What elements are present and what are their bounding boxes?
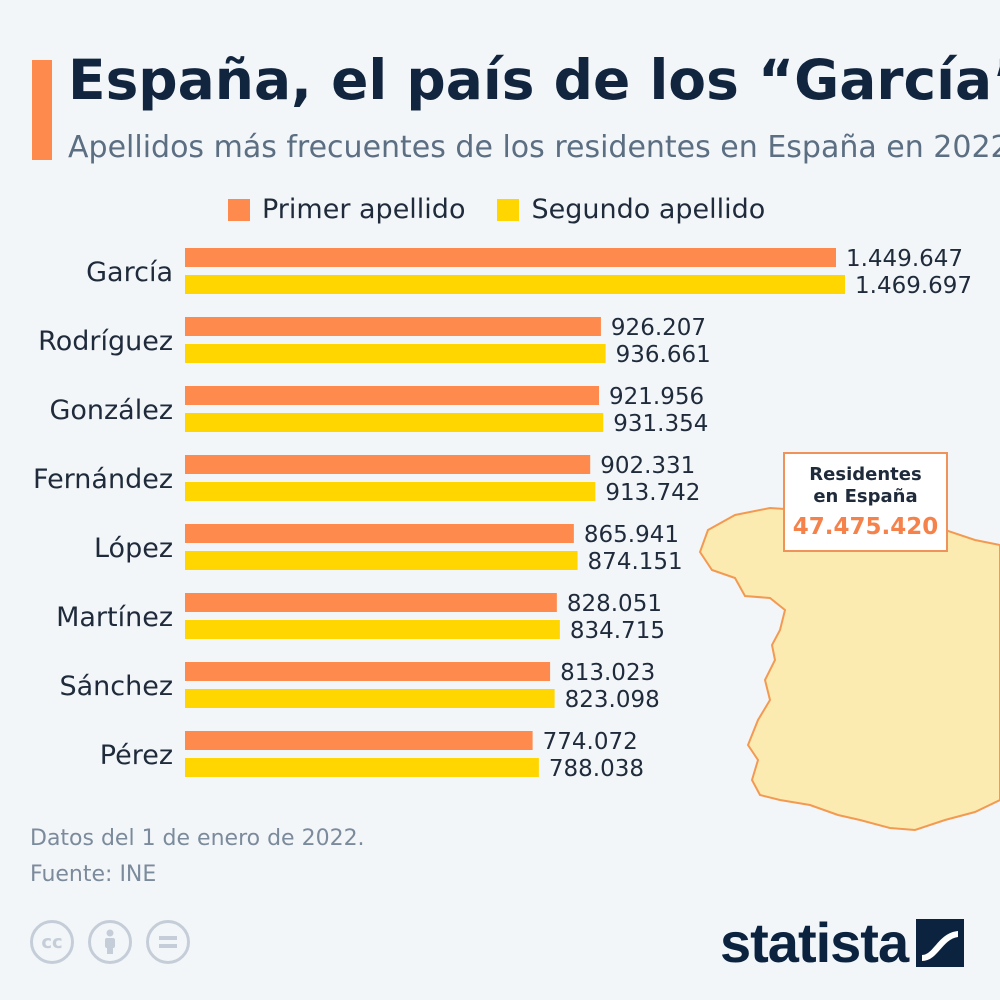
callout-value: 47.475.420 <box>792 514 939 540</box>
bar-value-label: 813.023 <box>560 660 655 686</box>
bar-primer-apellido <box>185 317 601 336</box>
bar-value-label: 823.098 <box>565 687 660 713</box>
category-label: Martínez <box>56 602 173 633</box>
statista-logo[interactable]: statista <box>720 910 965 975</box>
bar-value-label: 936.661 <box>616 342 711 368</box>
category-label: López <box>94 533 173 564</box>
bar-value-label: 931.354 <box>613 411 708 437</box>
bar-primer-apellido <box>185 386 600 405</box>
bar-value-label: 902.331 <box>600 453 695 479</box>
brand-wordmark: statista <box>720 911 909 974</box>
bar-value-label: 774.072 <box>543 729 638 755</box>
legend-swatch-segundo <box>497 198 520 221</box>
bar-primer-apellido <box>185 731 533 750</box>
bar-primer-apellido <box>185 248 836 267</box>
page-title: España, el país de los “García” <box>68 48 1000 112</box>
bar-value-label: 1.469.697 <box>855 273 972 299</box>
legend-label-segundo: Segundo apellido <box>531 194 766 225</box>
category-label: Sánchez <box>59 671 173 702</box>
residents-callout: Residentes en España 47.475.420 <box>783 452 948 552</box>
category-label: García <box>86 257 173 288</box>
category-label: Rodríguez <box>38 326 173 357</box>
legend-item-segundo: Segundo apellido <box>497 194 765 225</box>
bar-value-label: 1.449.647 <box>846 246 963 272</box>
bar-value-label: 913.742 <box>605 480 700 506</box>
bar-value-label: 926.207 <box>611 315 706 341</box>
bar-primer-apellido <box>185 524 574 543</box>
statista-mark-icon <box>916 918 965 967</box>
bar-segundo-apellido <box>185 482 596 501</box>
category-label: Pérez <box>100 740 173 771</box>
legend-label-primer: Primer apellido <box>262 194 466 225</box>
license-icons: cc <box>30 920 204 964</box>
bar-value-label: 788.038 <box>549 756 644 782</box>
bar-segundo-apellido <box>185 620 560 639</box>
bar-segundo-apellido <box>185 344 606 363</box>
bar-primer-apellido <box>185 593 557 612</box>
nd-equals-icon[interactable] <box>146 920 190 964</box>
bar-segundo-apellido <box>185 551 578 570</box>
chart-legend: Primer apellido Segundo apellido <box>228 194 797 225</box>
by-person-icon[interactable] <box>88 920 132 964</box>
title-accent-bar <box>32 60 52 160</box>
legend-item-primer: Primer apellido <box>228 194 465 225</box>
bar-segundo-apellido <box>185 758 539 777</box>
bar-segundo-apellido <box>185 689 555 708</box>
cc-icon[interactable]: cc <box>30 920 74 964</box>
bar-value-label: 921.956 <box>609 384 704 410</box>
bar-value-label: 874.151 <box>588 549 683 575</box>
callout-label-2: en España <box>813 486 918 507</box>
category-label: Fernández <box>33 464 173 495</box>
bar-segundo-apellido <box>185 413 604 432</box>
legend-swatch-primer <box>228 198 250 221</box>
category-label: González <box>49 395 173 426</box>
bar-value-label: 865.941 <box>584 522 679 548</box>
callout-label-1: Residentes <box>809 464 922 485</box>
footer-source: Fuente: INE <box>30 862 157 887</box>
bar-primer-apellido <box>185 455 591 474</box>
page-subtitle: Apellidos más frecuentes de los resident… <box>68 130 1000 165</box>
bar-primer-apellido <box>185 662 551 681</box>
bar-value-label: 834.715 <box>570 618 665 644</box>
footer-note: Datos del 1 de enero de 2022. <box>30 826 365 851</box>
bar-segundo-apellido <box>185 275 845 294</box>
bar-value-label: 828.051 <box>567 591 662 617</box>
